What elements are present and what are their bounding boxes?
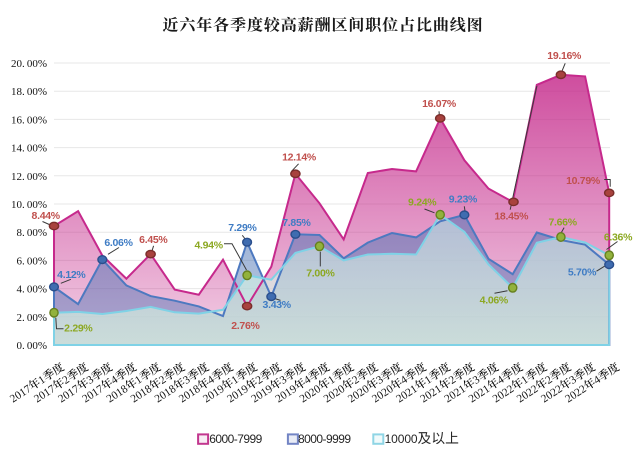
svg-text:6.36%: 6.36% — [604, 231, 633, 243]
svg-text:19.16%: 19.16% — [547, 50, 582, 62]
svg-text:2: 2 — [447, 374, 459, 387]
svg-text:00%: 00% — [27, 255, 47, 267]
svg-text:3: 3 — [568, 374, 580, 387]
svg-text:14.: 14. — [11, 143, 25, 155]
svg-text:3: 3 — [278, 374, 290, 387]
svg-text:10.: 10. — [11, 199, 25, 211]
svg-text:00%: 00% — [27, 199, 47, 211]
svg-text:8.44%: 8.44% — [32, 210, 61, 222]
svg-text:00%: 00% — [27, 284, 47, 296]
svg-text:12.: 12. — [11, 171, 25, 183]
svg-text:4.06%: 4.06% — [480, 294, 509, 306]
svg-text:6.: 6. — [17, 255, 26, 267]
svg-text:3: 3 — [374, 374, 386, 387]
svg-text:2: 2 — [157, 374, 169, 387]
svg-text:4.12%: 4.12% — [57, 269, 86, 281]
svg-text:16.07%: 16.07% — [422, 98, 457, 110]
svg-text:10.79%: 10.79% — [566, 175, 601, 187]
svg-text:2: 2 — [350, 374, 362, 387]
svg-text:6.06%: 6.06% — [104, 237, 133, 249]
svg-text:00%: 00% — [27, 58, 47, 70]
svg-text:2.76%: 2.76% — [231, 320, 260, 332]
svg-text:18.45%: 18.45% — [494, 211, 529, 223]
svg-text:10000: 10000 — [385, 432, 418, 446]
svg-text:00%: 00% — [27, 143, 47, 155]
svg-text:1: 1 — [519, 374, 530, 387]
svg-text:9.24%: 9.24% — [408, 196, 437, 208]
svg-text:2.: 2. — [17, 312, 26, 324]
svg-text:2.29%: 2.29% — [64, 322, 93, 334]
svg-text:00%: 00% — [27, 86, 47, 98]
svg-text:12.14%: 12.14% — [282, 151, 317, 163]
svg-text:8.: 8. — [17, 227, 26, 239]
svg-text:7.66%: 7.66% — [548, 216, 577, 228]
svg-text:00%: 00% — [27, 227, 47, 239]
svg-text:3: 3 — [471, 374, 483, 387]
svg-text:7.29%: 7.29% — [228, 222, 257, 234]
svg-text:20.: 20. — [11, 58, 25, 70]
svg-text:1: 1 — [423, 374, 434, 387]
svg-text:1: 1 — [133, 374, 144, 387]
svg-text:2: 2 — [254, 374, 266, 387]
svg-text:7.00%: 7.00% — [306, 267, 335, 279]
svg-text:0.: 0. — [17, 340, 26, 352]
svg-text:3: 3 — [85, 374, 97, 387]
svg-text:6000-7999: 6000-7999 — [209, 432, 262, 446]
svg-text:1: 1 — [326, 374, 337, 387]
svg-text:00%: 00% — [27, 312, 47, 324]
svg-text:1: 1 — [36, 374, 47, 387]
svg-text:6.45%: 6.45% — [139, 234, 168, 246]
svg-text:4: 4 — [302, 374, 314, 387]
svg-text:18.: 18. — [11, 86, 25, 98]
svg-text:1: 1 — [230, 374, 241, 387]
svg-text:4: 4 — [109, 374, 121, 387]
svg-text:3: 3 — [181, 374, 193, 387]
svg-text:4: 4 — [399, 374, 411, 387]
svg-text:4: 4 — [205, 374, 217, 387]
svg-text:00%: 00% — [27, 114, 47, 126]
svg-text:00%: 00% — [27, 171, 47, 183]
svg-text:4.94%: 4.94% — [194, 240, 223, 252]
svg-text:2: 2 — [543, 374, 555, 387]
svg-text:00%: 00% — [27, 340, 47, 352]
svg-text:4.: 4. — [17, 284, 26, 296]
svg-text:9.23%: 9.23% — [449, 194, 478, 206]
svg-text:4: 4 — [592, 374, 604, 387]
svg-text:3.43%: 3.43% — [263, 299, 292, 311]
svg-text:4: 4 — [495, 374, 507, 387]
svg-text:5.70%: 5.70% — [568, 266, 597, 278]
svg-text:8000-9999: 8000-9999 — [298, 432, 351, 446]
svg-text:7.85%: 7.85% — [282, 217, 311, 229]
svg-text:16.: 16. — [11, 114, 25, 126]
svg-text:2: 2 — [61, 374, 73, 387]
